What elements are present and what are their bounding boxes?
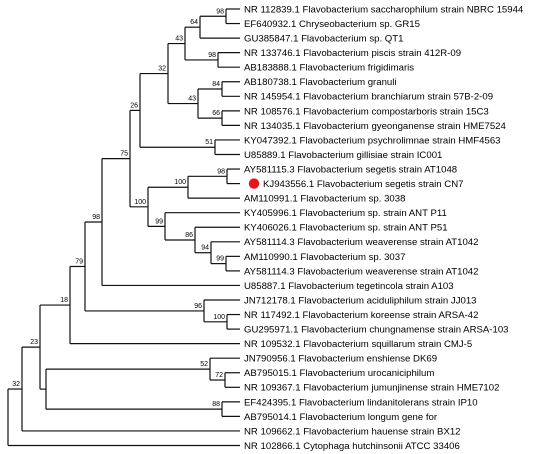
bootstrap-value: 52 — [200, 361, 208, 368]
leaf-label: NR 117492.1 Flavobacterium koreense stra… — [244, 310, 478, 321]
bootstrap-value: 98 — [217, 168, 225, 175]
bootstrap-value: 99 — [216, 256, 224, 263]
bootstrap-value: 100 — [134, 199, 146, 206]
bootstrap-value: 75 — [120, 151, 128, 158]
bootstrap-value: 51 — [205, 139, 213, 146]
leaf-label: KY047392.1 Flavobacterium psychrolimnae … — [244, 135, 501, 146]
leaf-label: GU385847.1 Flavobacterium sp. QT1 — [244, 34, 403, 45]
leaf-label: JN790956.1 Flavobacterium enshiense DK69 — [244, 354, 437, 365]
leaf-label: AY581114.3 Flavobacterium weaverense str… — [244, 266, 478, 277]
leaf-label: GU295971.1 Flavobacterium chungnamense s… — [244, 325, 509, 336]
leaf-label: NR 134035.1 Flavobacterium gyeonganense … — [244, 121, 507, 132]
leaf-label: KY406026.1 Flavobacterium sp. strain ANT… — [244, 223, 448, 234]
leaf-label: AB795014.1 Flavobacterium longum gene fo… — [244, 412, 438, 423]
bootstrap-values: 98 64 43 98 84 66 43 32 51 26 98 100 99 94 86 99 100 75 98… — [12, 8, 225, 408]
leaf-label: U85889.1 Flavobacterium gillisiae strain… — [244, 150, 442, 161]
leaf-label: NR 109367.1 Flavobacterium jumunjinense … — [244, 383, 499, 394]
bootstrap-value: 66 — [212, 110, 220, 117]
bootstrap-value: 32 — [12, 381, 20, 388]
bootstrap-value: 100 — [174, 179, 186, 186]
leaf-label: U85887.1 Flavobacterium tegetincola stra… — [244, 281, 454, 292]
leaf-label: JN712178.1 Flavobacterium aciduliphilum … — [244, 295, 477, 306]
bootstrap-value: 84 — [212, 81, 220, 88]
bootstrap-value: 96 — [194, 303, 202, 310]
leaf-label: AB180738.1 Flavobacterium granuli — [244, 77, 397, 88]
leaf-label: AB183888.1 Flavobacterium frigidimaris — [244, 63, 414, 74]
bootstrap-value: 79 — [75, 258, 83, 265]
bootstrap-value: 86 — [185, 232, 193, 239]
leaf-label: NR 145954.1 Flavobacterium branchiarum s… — [244, 92, 493, 103]
bootstrap-value: 98 — [216, 8, 224, 15]
leaf-label: EF424395.1 Flavobacterium lindanitoleran… — [244, 397, 478, 408]
leaf-label: AY581115.3 Flavobacterium segetis strain… — [244, 164, 457, 175]
leaf-label: KY405996.1 Flavobacterium sp. strain ANT… — [244, 208, 447, 219]
bootstrap-value: 18 — [60, 297, 68, 304]
bootstrap-value: 88 — [212, 401, 220, 408]
leaf-label: EF640932.1 Chryseobacterium sp. GR15 — [244, 19, 420, 30]
bootstrap-value: 64 — [190, 19, 198, 26]
leaf-label: NR 112839.1 Flavobacterium saccharophilu… — [244, 4, 524, 15]
bootstrap-value: 100 — [213, 314, 225, 321]
leaf-label: AM110991.1 Flavobacterium sp. 3038 — [244, 194, 405, 205]
bootstrap-value: 23 — [30, 339, 38, 346]
leaf-label: NR 102866.1 Cytophaga hutchinsonii ATCC … — [244, 441, 460, 452]
bootstrap-value: 26 — [130, 102, 138, 109]
leaf-label: KJ943556.1 Flavobacterium segetis strain… — [263, 179, 464, 190]
leaf-label: NR 133746.1 Flavobacterium piscis strain… — [244, 48, 461, 59]
bootstrap-value: 94 — [201, 245, 209, 252]
bootstrap-value: 98 — [92, 214, 100, 221]
leaf-labels: NR 112839.1 Flavobacterium saccharophilu… — [244, 4, 524, 452]
leaf-label: AM110990.1 Flavobacterium sp. 3037 — [244, 252, 405, 263]
highlight-dot — [248, 178, 260, 189]
leaf-label: NR 108576.1 Flavobacterium compostarbori… — [244, 106, 489, 117]
bootstrap-value: 32 — [158, 66, 166, 73]
leaf-label: NR 109532.1 Flavobacterium squillarum st… — [244, 339, 472, 350]
bootstrap-value: 72 — [215, 372, 223, 379]
bootstrap-value: 98 — [208, 52, 216, 59]
bootstrap-value: 43 — [188, 96, 196, 103]
bootstrap-value: 99 — [155, 218, 163, 225]
bootstrap-value: 43 — [175, 36, 183, 43]
leaf-label: AY581114.3 Flavobacterium weaverense str… — [244, 237, 478, 248]
leaf-label: AB795015.1 Flavobacterium urocaniciphilu… — [244, 368, 434, 379]
tree-branches — [7, 8, 240, 447]
leaf-label: NR 109662.1 Flavobacterium hauense strai… — [244, 426, 461, 437]
